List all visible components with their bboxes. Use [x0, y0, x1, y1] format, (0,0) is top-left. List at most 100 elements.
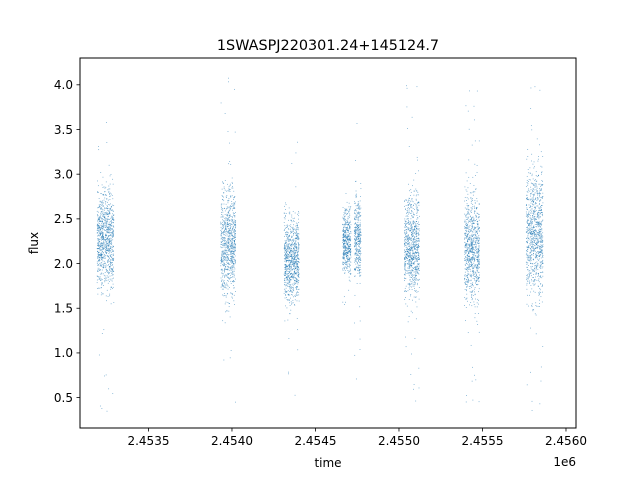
- data-point: [283, 248, 285, 250]
- data-point: [298, 237, 299, 239]
- data-point: [103, 255, 105, 257]
- data-point: [99, 227, 100, 229]
- data-point: [467, 268, 469, 270]
- data-point: [412, 222, 414, 224]
- data-point: [418, 201, 420, 203]
- data-point: [97, 259, 99, 261]
- data-point: [468, 243, 470, 245]
- data-point: [349, 268, 351, 270]
- data-point: [347, 224, 349, 226]
- data-point: [347, 234, 349, 235]
- data-point: [289, 248, 291, 250]
- data-point: [343, 233, 345, 235]
- data-point: [467, 222, 469, 224]
- data-point: [109, 208, 111, 210]
- data-point: [99, 231, 101, 233]
- data-point: [233, 206, 235, 208]
- data-point: [468, 250, 470, 252]
- data-point: [407, 290, 409, 292]
- data-point: [108, 164, 110, 166]
- data-point: [404, 254, 406, 256]
- data-point: [349, 213, 351, 215]
- data-point: [356, 224, 358, 225]
- data-point: [106, 289, 108, 291]
- data-point: [221, 253, 223, 255]
- data-point: [357, 235, 359, 237]
- data-point: [476, 241, 478, 243]
- data-point: [407, 128, 408, 129]
- data-point: [471, 242, 473, 243]
- data-point: [97, 180, 98, 182]
- data-point: [227, 131, 229, 133]
- data-point: [407, 254, 409, 256]
- data-point: [407, 321, 409, 323]
- data-point: [474, 227, 475, 229]
- data-point: [416, 208, 418, 210]
- data-point: [106, 225, 108, 227]
- data-point: [113, 277, 114, 279]
- data-point: [101, 245, 103, 246]
- data-point: [105, 201, 107, 203]
- data-point: [468, 261, 469, 263]
- data-point: [414, 228, 415, 229]
- data-point: [348, 242, 350, 243]
- data-point: [354, 275, 355, 277]
- data-point: [224, 283, 226, 285]
- data-point: [222, 199, 224, 201]
- data-point: [294, 304, 295, 305]
- data-point: [284, 254, 286, 256]
- data-point: [102, 227, 104, 229]
- data-point: [476, 212, 478, 214]
- data-point: [296, 267, 298, 269]
- data-point: [231, 203, 232, 205]
- data-point: [409, 213, 411, 214]
- data-point: [99, 240, 100, 242]
- data-point: [232, 268, 234, 270]
- data-point: [354, 209, 356, 211]
- data-point: [104, 250, 106, 252]
- data-point: [475, 240, 477, 241]
- data-point: [295, 262, 297, 264]
- data-point: [294, 273, 296, 274]
- data-point: [229, 259, 231, 261]
- data-point: [412, 238, 414, 240]
- data-point: [343, 234, 344, 236]
- data-point: [111, 256, 113, 258]
- data-point: [416, 233, 418, 235]
- data-point: [231, 241, 233, 243]
- data-point: [226, 227, 228, 229]
- data-point: [468, 258, 470, 260]
- data-point: [291, 294, 292, 295]
- data-point: [348, 228, 350, 230]
- data-point: [102, 202, 104, 204]
- data-point: [406, 199, 408, 201]
- data-point: [356, 236, 358, 237]
- data-point: [410, 204, 412, 206]
- data-point: [297, 256, 298, 258]
- data-point: [229, 316, 231, 318]
- data-point: [359, 219, 361, 221]
- data-point: [345, 250, 347, 252]
- data-point: [297, 213, 298, 215]
- data-point: [410, 239, 412, 241]
- data-point: [468, 253, 469, 255]
- data-point: [230, 245, 232, 247]
- data-point: [479, 264, 480, 265]
- data-point: [298, 267, 299, 268]
- data-point: [406, 230, 408, 232]
- data-point: [410, 238, 412, 239]
- data-point: [235, 260, 236, 261]
- data-point: [478, 280, 480, 282]
- data-point: [475, 234, 477, 236]
- data-point: [471, 223, 473, 225]
- data-point: [227, 240, 229, 242]
- data-point: [471, 200, 473, 202]
- data-point: [473, 185, 475, 186]
- data-point: [343, 253, 345, 255]
- data-point: [231, 246, 233, 248]
- data-point: [346, 229, 348, 231]
- data-point: [412, 232, 414, 234]
- data-point: [416, 212, 418, 214]
- data-point: [405, 257, 407, 258]
- data-point: [477, 217, 479, 219]
